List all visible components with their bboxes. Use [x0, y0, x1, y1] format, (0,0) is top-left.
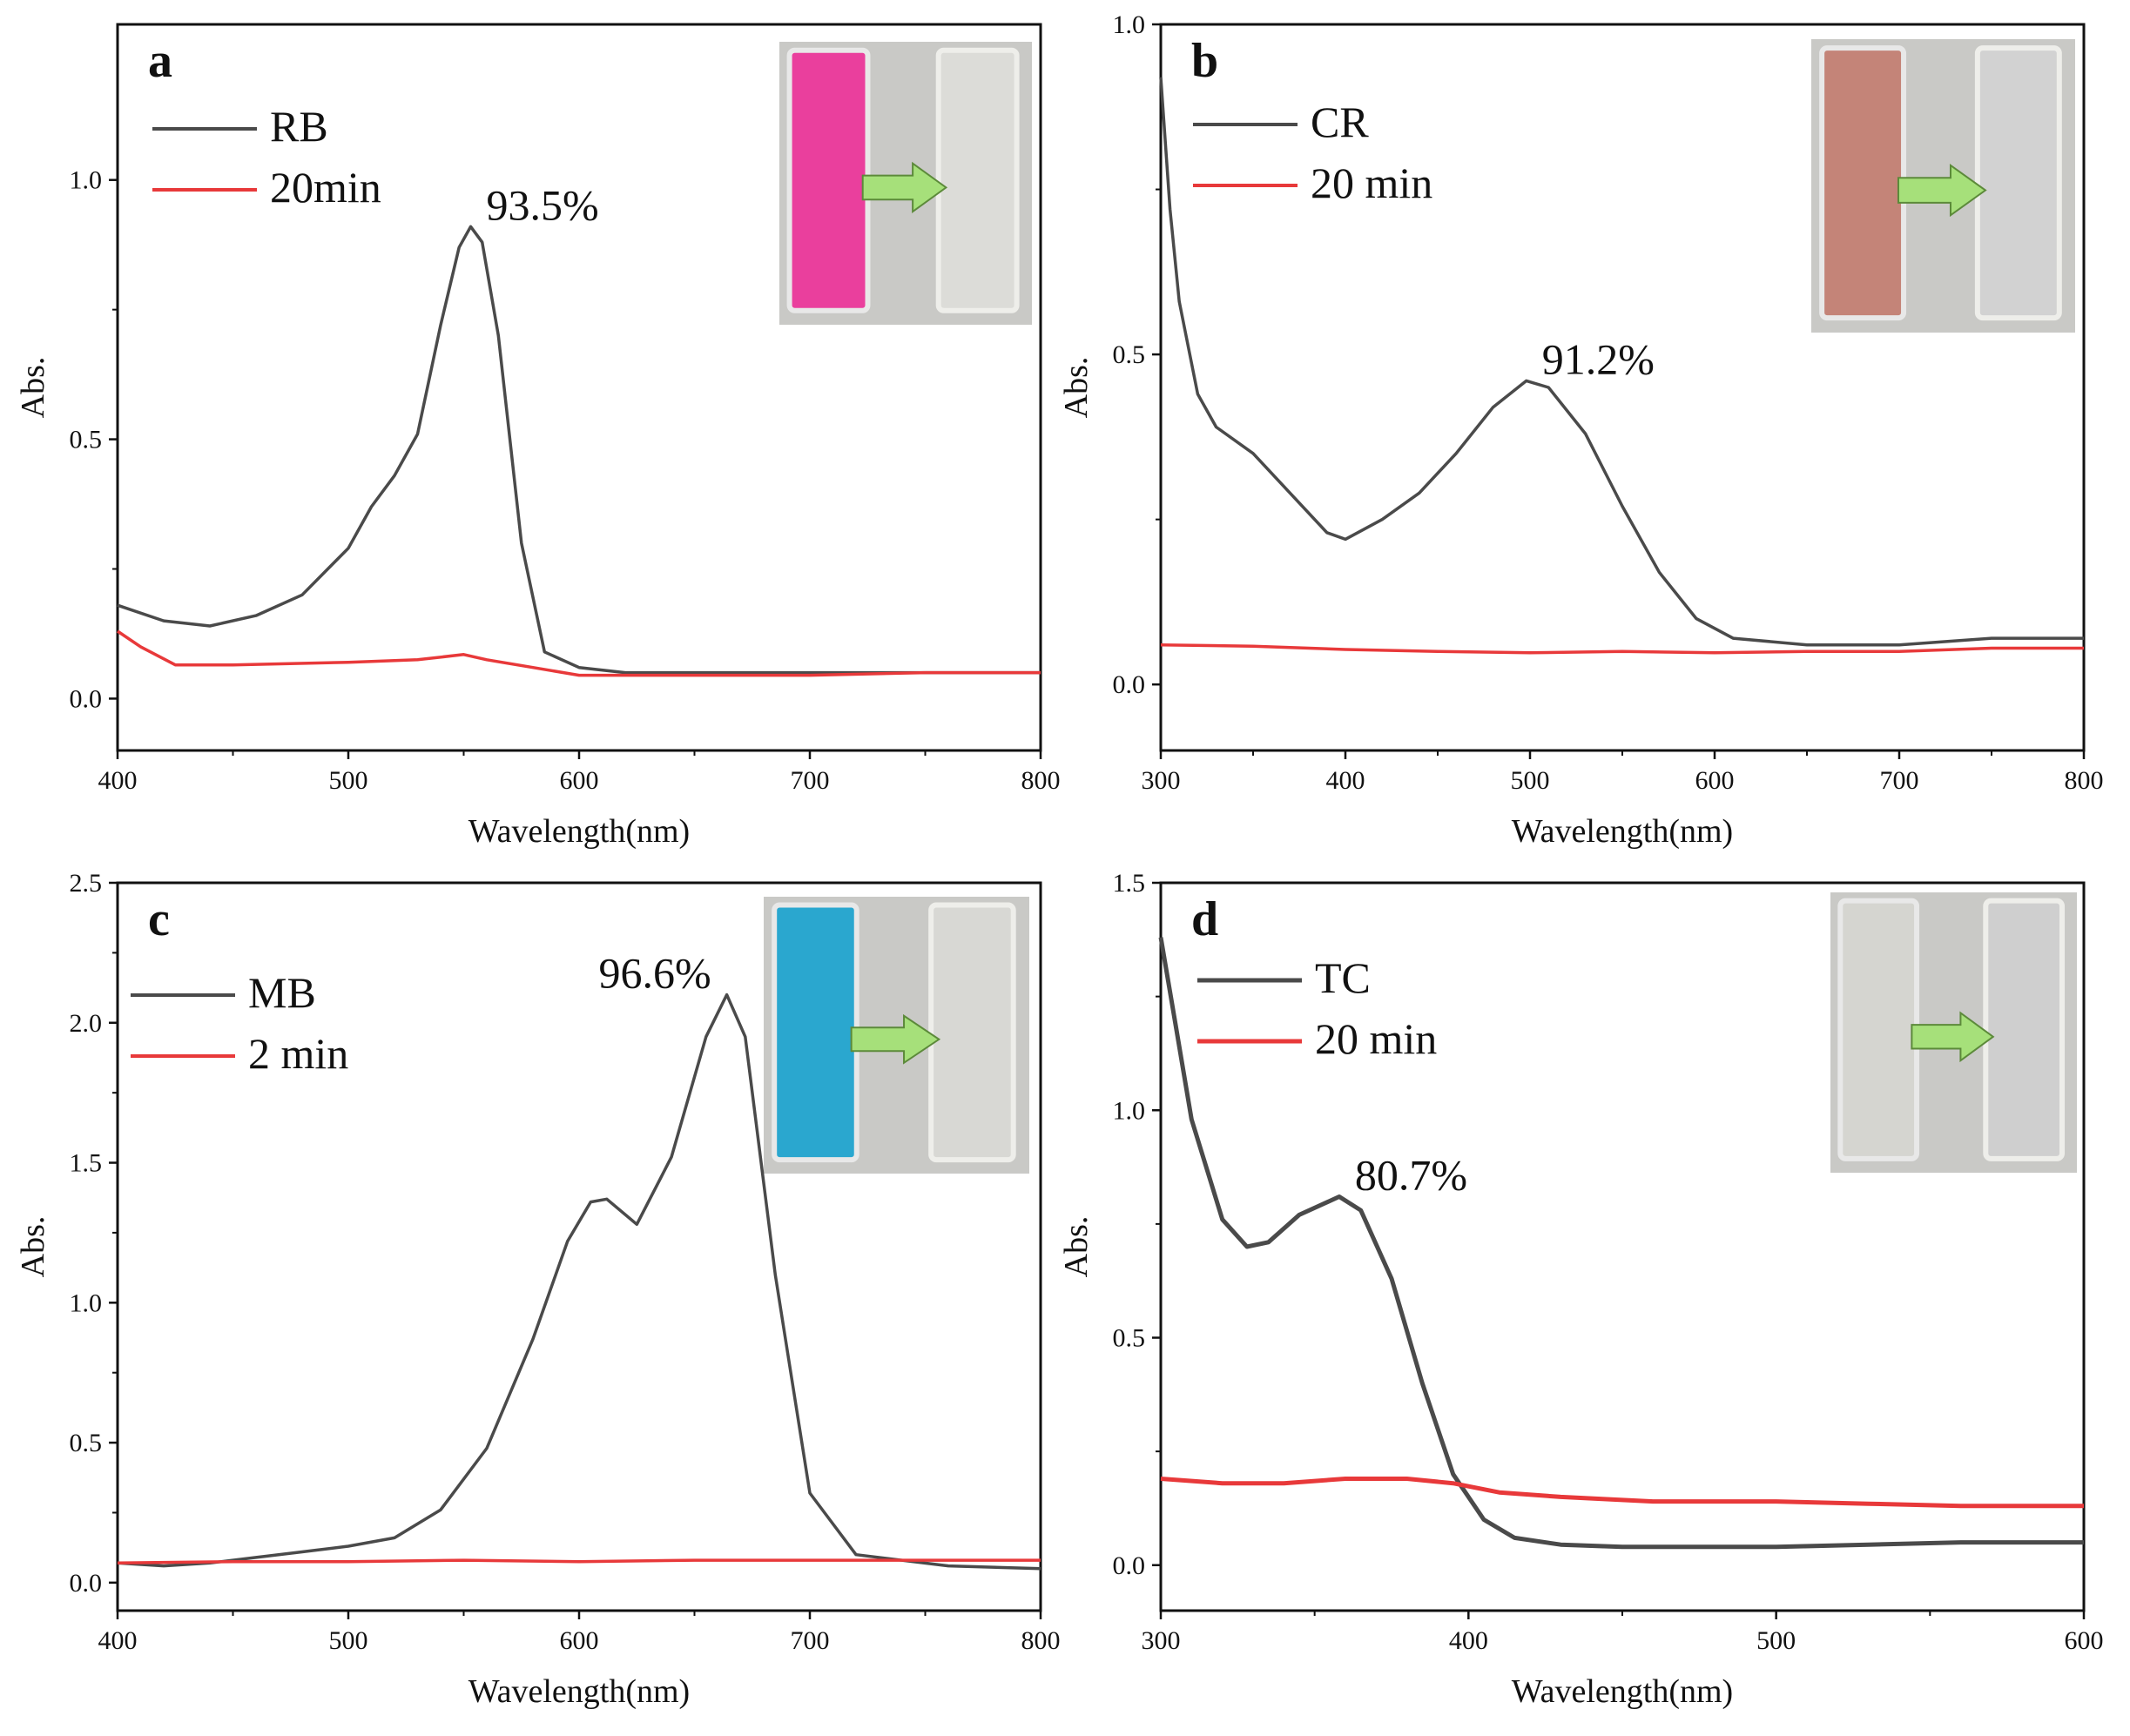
x-tick-label: 400: [1449, 1626, 1488, 1655]
legend-label: CR: [1311, 98, 1369, 146]
series-line-before: [117, 992, 1041, 1571]
x-tick-label: 700: [791, 766, 830, 795]
x-tick-label: 400: [1326, 766, 1365, 795]
y-axis-title: Abs.: [15, 1216, 51, 1278]
degradation-annotation: 93.5%: [486, 180, 598, 229]
x-tick-label: 600: [1695, 766, 1735, 795]
cuvette-after: [935, 47, 1020, 313]
legend-label: 20 min: [1315, 1014, 1437, 1063]
inset-photo: [1830, 892, 2077, 1173]
legend-label: 20 min: [1311, 158, 1432, 207]
y-axis-title: Abs.: [15, 357, 51, 419]
series-line-before: [117, 225, 1041, 675]
x-axis-title: Wavelength(nm): [468, 813, 690, 850]
x-tick-label: 500: [329, 766, 368, 795]
y-tick-label: 0.0: [70, 684, 103, 713]
legend-label: TC: [1315, 953, 1371, 1002]
y-tick-label: 1.0: [70, 166, 103, 195]
x-tick-label: 800: [1021, 766, 1061, 795]
x-tick-label: 600: [2065, 1626, 2104, 1655]
legend-label: MB: [248, 968, 316, 1017]
x-tick-label: 300: [1142, 1626, 1181, 1655]
x-tick-label: 500: [1756, 1626, 1796, 1655]
y-tick-label: 0.5: [70, 1429, 103, 1457]
degradation-annotation: 80.7%: [1355, 1151, 1467, 1200]
legend-label: RB: [270, 102, 328, 151]
legend-label: 2 min: [248, 1029, 348, 1078]
degradation-annotation: 96.6%: [598, 949, 711, 998]
x-tick-label: 600: [560, 766, 599, 795]
panel-d: 300 400 500 600 0.0 0.5 1.0 1.5 Wavelength(nm) Ab…: [1058, 869, 2104, 1710]
x-tick-label: 300: [1142, 766, 1181, 795]
cuvette-before: [1837, 898, 1920, 1161]
series-line-after: [1160, 1477, 2084, 1509]
series-line-before: [1158, 937, 2084, 1550]
inset-photo: [779, 42, 1032, 325]
panel-a: 400 500 600 700 800 0.0 0.5 1.0 Wavelength(nm) Ab…: [15, 23, 1061, 850]
legend-label: 20min: [270, 163, 381, 212]
x-tick-label: 700: [1880, 766, 1919, 795]
x-tick-label: 400: [98, 766, 138, 795]
degradation-annotation: 91.2%: [1542, 334, 1655, 383]
panel-letter: d: [1191, 892, 1218, 946]
x-axis-title: Wavelength(nm): [1512, 813, 1733, 850]
arrow-right-icon: [861, 161, 948, 213]
y-tick-label: 2.5: [70, 869, 103, 898]
series-line-before: [1159, 77, 2084, 647]
arrow-right-icon: [850, 1013, 941, 1065]
y-tick-label: 0.5: [70, 426, 103, 454]
y-tick-label: 1.0: [1113, 10, 1146, 39]
x-tick-label: 500: [1511, 766, 1550, 795]
panel-letter: c: [148, 892, 170, 946]
cuvette-before: [786, 47, 871, 313]
panel-letter: b: [1191, 34, 1218, 88]
x-tick-label: 700: [791, 1626, 830, 1655]
panel-b: 300 400 500 600 700 800 0.0 0.5 1.0 Wavelength(nm…: [1058, 10, 2104, 850]
inset-photo: [764, 897, 1029, 1174]
series-line-after: [117, 629, 1041, 677]
y-tick-label: 1.0: [70, 1289, 103, 1317]
x-axis-title: Wavelength(nm): [1512, 1673, 1733, 1710]
cuvette-before: [772, 902, 859, 1163]
panel-letter: a: [148, 34, 172, 88]
y-axis-title: Abs.: [1058, 1216, 1095, 1278]
arrow-right-icon: [1897, 163, 1987, 218]
panel-c: 400 500 600 700 800 0.0 0.5 1.0 1.5 2.0 2.5 Wavelen…: [15, 869, 1061, 1710]
cuvette-before: [1819, 45, 1907, 321]
x-tick-label: 400: [98, 1626, 138, 1655]
y-tick-label: 0.0: [70, 1569, 103, 1598]
series-line-after: [1160, 643, 2084, 655]
cuvette-after: [928, 902, 1016, 1163]
x-tick-label: 800: [1021, 1626, 1061, 1655]
cuvette-after: [1983, 898, 2066, 1161]
arrow-right-icon: [1911, 1011, 1995, 1063]
y-tick-label: 1.5: [1113, 869, 1146, 898]
x-tick-label: 500: [329, 1626, 368, 1655]
inset-photo: [1811, 39, 2075, 333]
y-tick-label: 1.0: [1113, 1096, 1146, 1125]
y-tick-label: 0.5: [1113, 340, 1146, 369]
x-axis-title: Wavelength(nm): [468, 1673, 690, 1710]
y-tick-label: 0.0: [1113, 1551, 1146, 1580]
y-axis-title: Abs.: [1058, 357, 1095, 419]
y-tick-label: 0.0: [1113, 670, 1146, 699]
y-tick-label: 2.0: [70, 1009, 103, 1038]
series-line-after: [117, 1558, 1041, 1565]
y-tick-label: 1.5: [70, 1149, 103, 1178]
y-tick-label: 0.5: [1113, 1324, 1146, 1353]
x-tick-label: 800: [2065, 766, 2104, 795]
x-tick-label: 600: [560, 1626, 599, 1655]
cuvette-after: [1974, 45, 2062, 321]
